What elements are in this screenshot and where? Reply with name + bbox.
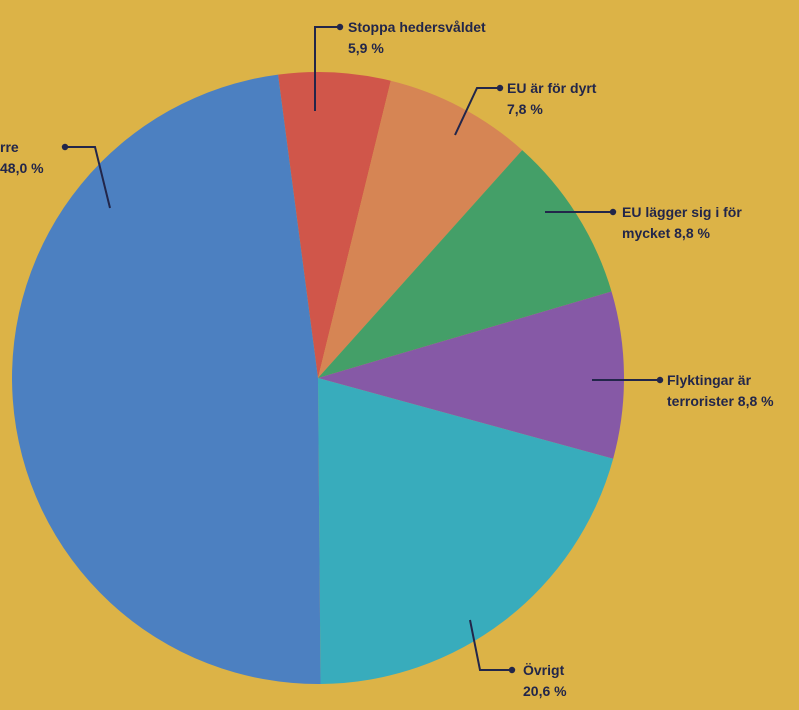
pie-callouts: Stoppa hedersvåldet 5,9 % EU är för dyrt 7,… (0, 19, 774, 699)
slice-label-line: rre (0, 139, 19, 155)
slice-label-line: Stoppa hedersvåldet (348, 19, 486, 35)
leader-dot-left (61, 143, 69, 151)
leader-dot-hedersvald (336, 23, 344, 31)
slice-label-line: 20,6 % (523, 683, 567, 699)
slice-label-hedersvald: Stoppa hedersvåldet 5,9 % (348, 19, 486, 56)
leader-line-eu-dyrt (454, 87, 500, 136)
slice-label-line: 5,9 % (348, 40, 384, 56)
pie-slice-hedersvald (278, 72, 391, 379)
pie-slice-flyktingar (318, 291, 624, 459)
slice-label-line: 7,8 % (507, 101, 543, 117)
slice-label-line: mycket 8,8 % (622, 225, 710, 241)
slice-label-line: 48,0 % (0, 160, 44, 176)
slice-label-line: terrorister 8,8 % (667, 393, 774, 409)
pie-slice-ovrigt (318, 378, 614, 684)
leader-dot-flyktingar (656, 376, 664, 384)
pie-slice-eu-lagger (318, 150, 612, 378)
slice-label-eu-dyrt: EU är för dyrt 7,8 % (507, 80, 597, 117)
pie-slice-eu-dyrt (318, 80, 523, 378)
slice-label-flyktingar: Flyktingar är terrorister 8,8 % (667, 372, 774, 409)
slice-label-line: EU lägger sig i för (622, 204, 742, 220)
leader-dot-eu-dyrt (496, 84, 504, 92)
slice-label-line: Övrigt (523, 662, 565, 678)
leader-line-left (65, 146, 111, 209)
slice-label-left: rre 48,0 % (0, 139, 44, 176)
leader-line-hedersvald (314, 26, 340, 111)
pie-slice-left (12, 74, 321, 685)
leader-dot-ovrigt (508, 666, 516, 674)
slice-label-line: EU är för dyrt (507, 80, 597, 96)
leader-dot-eu-lagger (609, 208, 617, 216)
slice-label-ovrigt: Övrigt 20,6 % (523, 662, 567, 699)
slice-label-eu-lagger: EU lägger sig i för mycket 8,8 % (622, 204, 742, 241)
pie-slices (12, 72, 624, 685)
slice-label-line: Flyktingar är (667, 372, 752, 388)
leader-line-ovrigt (469, 619, 512, 671)
